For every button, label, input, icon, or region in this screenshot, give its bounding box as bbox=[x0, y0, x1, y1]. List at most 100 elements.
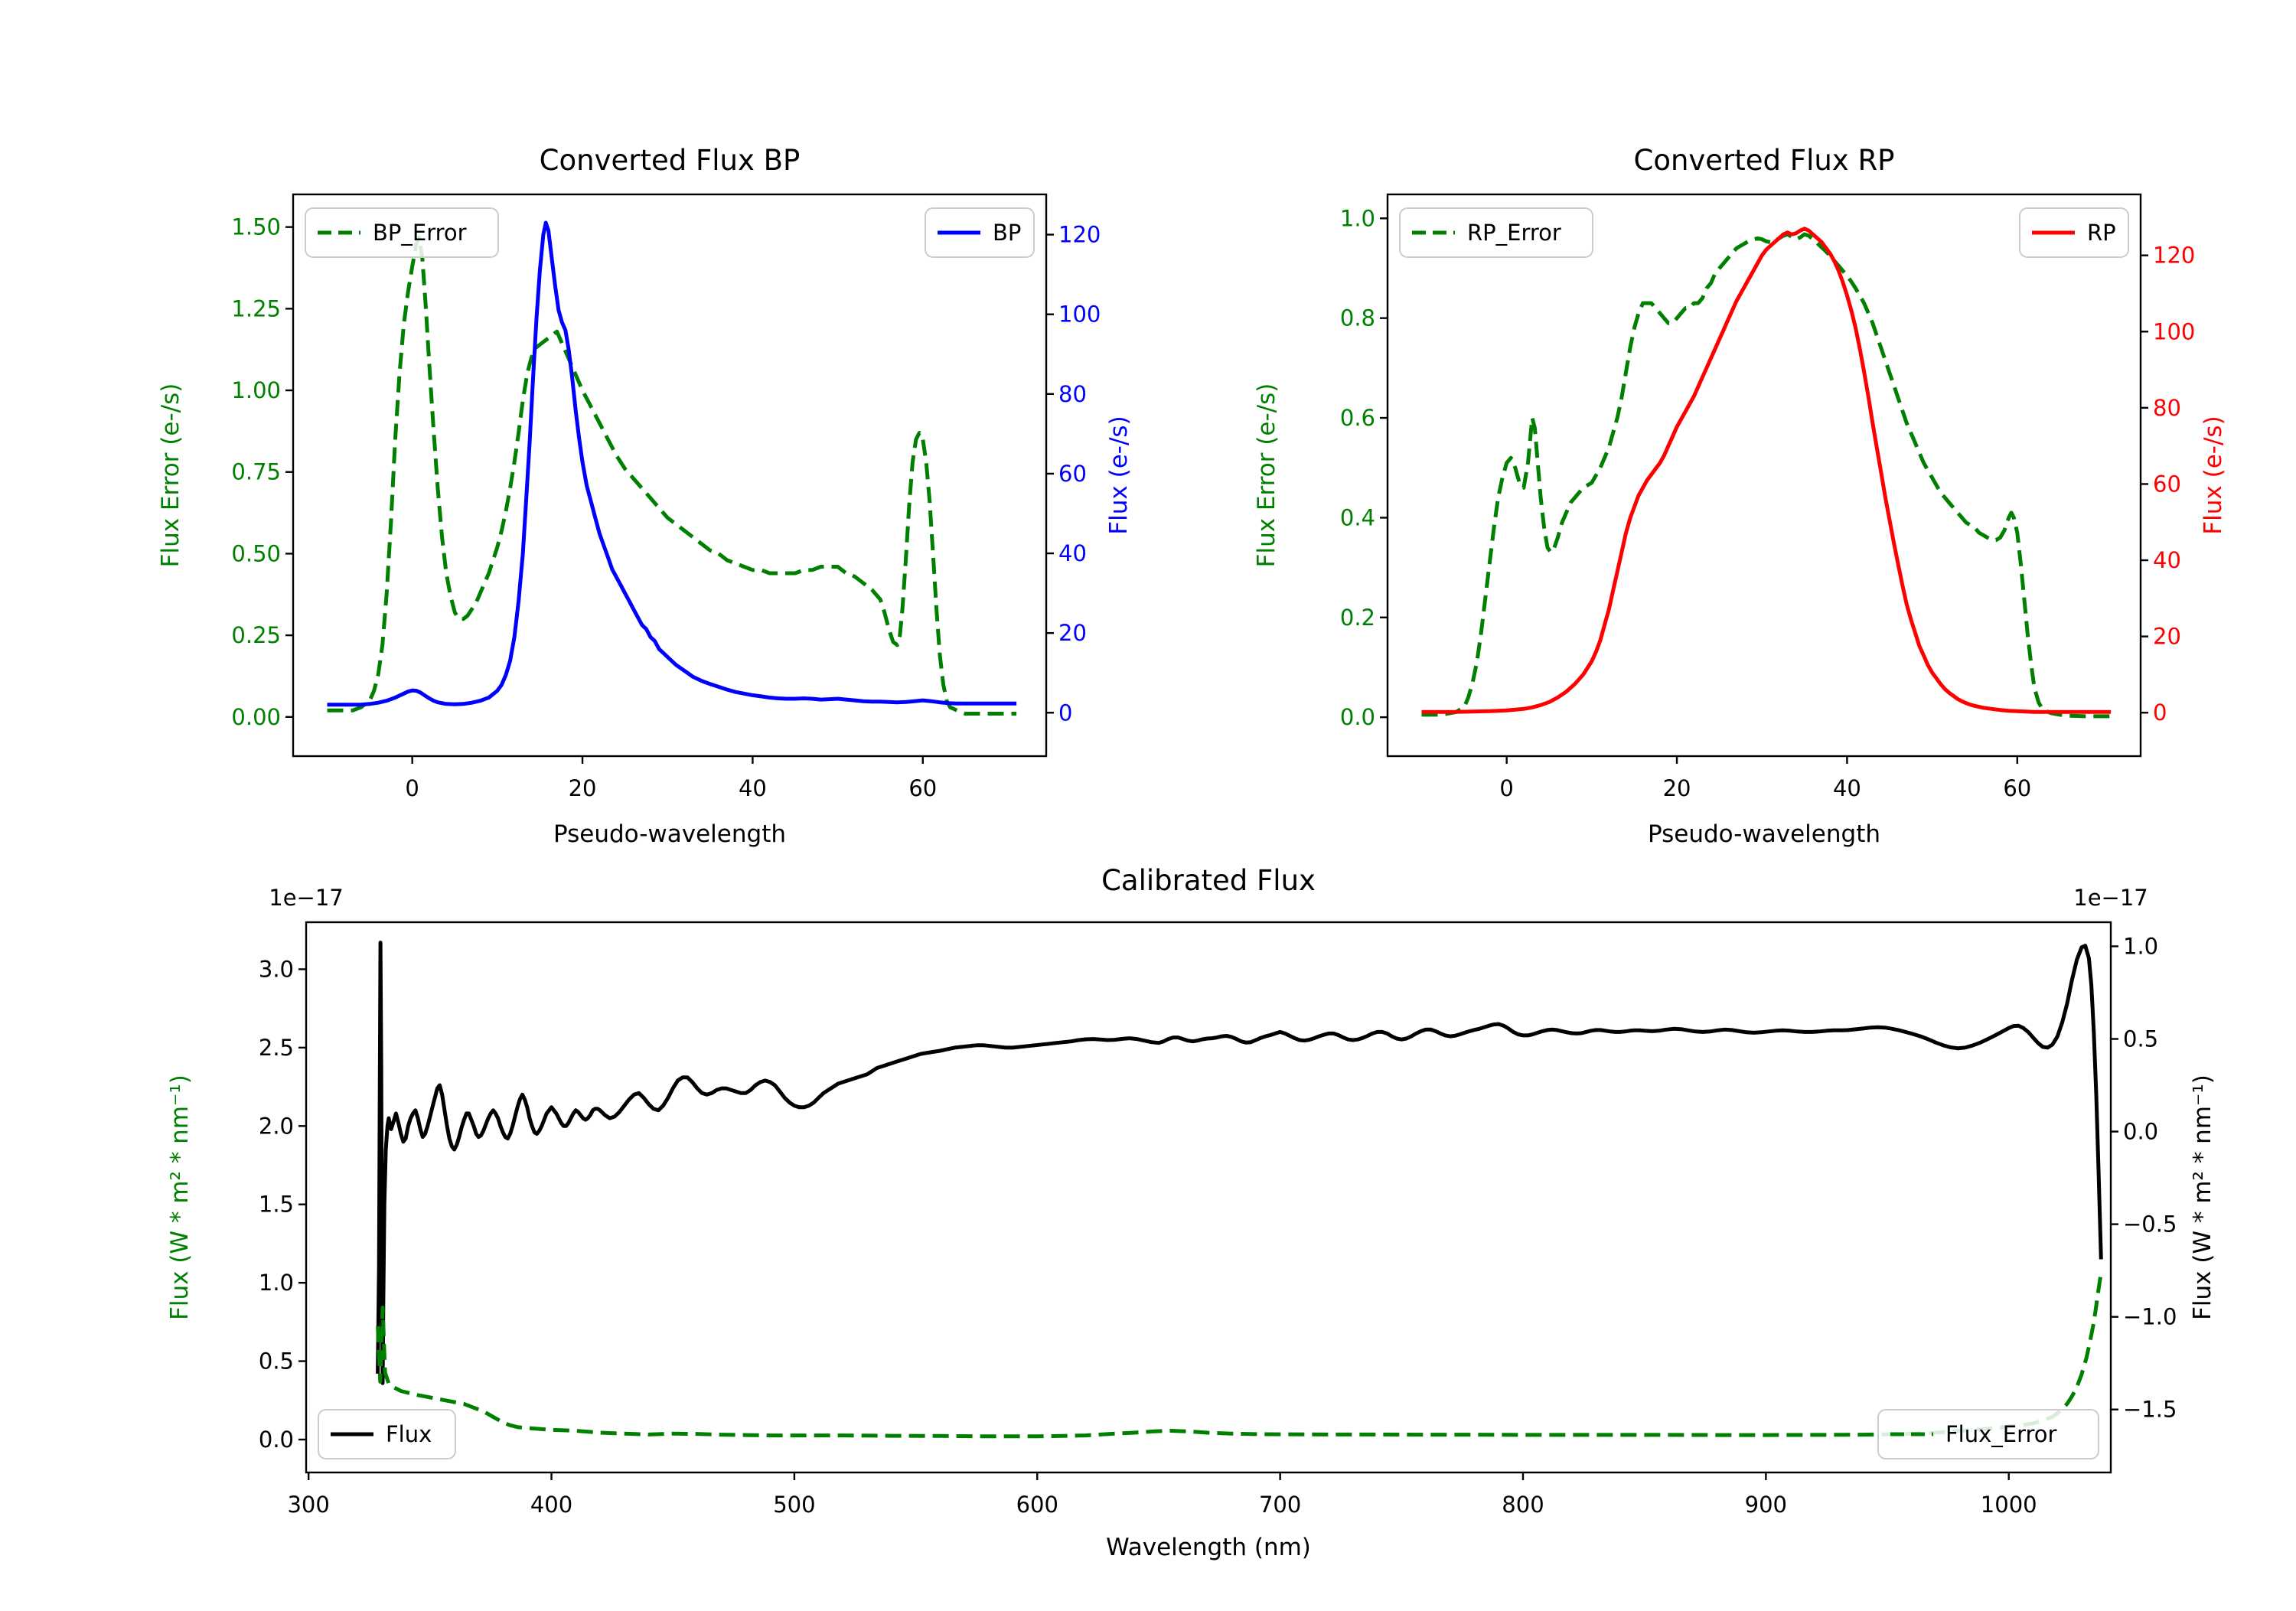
legend-box bbox=[318, 1409, 456, 1459]
y-left-tick-label: 2.5 bbox=[259, 1035, 294, 1061]
x-tick-label: 0 bbox=[1499, 775, 1513, 801]
x-tick-label: 400 bbox=[530, 1492, 572, 1518]
y-right-tick-label: 1.0 bbox=[2123, 933, 2158, 959]
y-left-tick-label: 3.0 bbox=[259, 956, 294, 982]
subplot-cal: 300 400 500 600 700 800 900 1000 0.0 0.5 1.0 1.5 2.0… bbox=[166, 864, 2216, 1561]
x-axis-label: Pseudo-wavelength bbox=[553, 820, 786, 848]
y-right-axis-label: Flux (e-/s) bbox=[2200, 416, 2227, 534]
subplot-title: Converted Flux BP bbox=[540, 144, 801, 177]
flux-error-line bbox=[376, 1272, 2103, 1439]
x-tick-label: 60 bbox=[2003, 775, 2031, 801]
y-right-tick-label: 40 bbox=[1058, 540, 1087, 566]
y-left-tick-label: 0.50 bbox=[231, 540, 281, 566]
axes-frame bbox=[1386, 193, 2142, 758]
y-right-tick-label: 120 bbox=[2153, 243, 2195, 269]
y-right-tick-label: 100 bbox=[1058, 302, 1101, 328]
x-tick-label: 700 bbox=[1259, 1492, 1301, 1518]
y-left-tick-label: 0.00 bbox=[231, 704, 281, 730]
legend-flux-error: Flux_Error bbox=[1877, 1409, 2099, 1459]
y-right-tick-label: −1.5 bbox=[2123, 1397, 2177, 1423]
x-tick-label: 0 bbox=[405, 775, 419, 801]
y-right-axis-label: Flux (W * m² * nm⁻¹) bbox=[2189, 1075, 2216, 1320]
y-right-tick-label: 20 bbox=[1058, 620, 1087, 646]
y-right-tick-label: −1.0 bbox=[2123, 1304, 2177, 1330]
subplot-bp: 0 20 40 60 0.00 0.25 0.50 0.75 1.00 1.25 1.50 0 20 40… bbox=[157, 144, 1133, 848]
axes-frame bbox=[305, 921, 2112, 1474]
y-right-tick-label: 80 bbox=[2153, 395, 2181, 421]
legend-box bbox=[305, 207, 499, 258]
y-right-tick-label: 60 bbox=[1058, 461, 1087, 487]
y-right-tick-label: 0.0 bbox=[2123, 1119, 2158, 1145]
y-left-tick-label: 0.25 bbox=[231, 622, 281, 648]
x-tick-label: 40 bbox=[739, 775, 767, 801]
subplot-title: Calibrated Flux bbox=[1101, 864, 1316, 897]
subplot-title: Converted Flux RP bbox=[1633, 144, 1894, 177]
y-right-offset-text: 1e−17 bbox=[2073, 885, 2148, 911]
subplot-rp: 0 20 40 60 0.0 0.2 0.4 0.6 0.8 1.0 0 20 40 60 80 100 120… bbox=[1253, 144, 2227, 848]
legend-bp: BP bbox=[925, 207, 1035, 258]
x-tick-label: 500 bbox=[773, 1492, 815, 1518]
x-tick-label: 900 bbox=[1745, 1492, 1787, 1518]
y-left-tick-label: 0.4 bbox=[1340, 504, 1375, 530]
y-left-offset-text: 1e−17 bbox=[269, 885, 344, 911]
y-right-tick-label: 60 bbox=[2153, 471, 2181, 497]
y-left-tick-label: 1.0 bbox=[259, 1270, 294, 1296]
y-right-tick-label: −0.5 bbox=[2123, 1212, 2177, 1238]
y-left-tick-label: 0.75 bbox=[231, 459, 281, 485]
y-left-axis-label: Flux (W * m² * nm⁻¹) bbox=[166, 1075, 194, 1320]
y-right-tick-label: 40 bbox=[2153, 547, 2181, 573]
bp-line bbox=[327, 220, 1017, 707]
legend-label: BP bbox=[993, 220, 1021, 246]
y-left-tick-label: 0.6 bbox=[1340, 405, 1375, 431]
y-left-tick-label: 0.0 bbox=[1340, 704, 1375, 730]
y-right-tick-label: 120 bbox=[1058, 222, 1101, 248]
x-tick-label: 40 bbox=[1833, 775, 1861, 801]
y-left-tick-label: 1.0 bbox=[1340, 205, 1375, 231]
y-right-tick-label: 0 bbox=[2153, 700, 2167, 726]
legend-box bbox=[1399, 207, 1593, 258]
x-axis-label: Wavelength (nm) bbox=[1106, 1534, 1311, 1561]
x-tick-label: 1000 bbox=[1981, 1492, 2037, 1518]
rp-error-line bbox=[1421, 232, 2112, 719]
x-tick-label: 800 bbox=[1502, 1492, 1544, 1518]
y-left-tick-label: 0.0 bbox=[259, 1427, 294, 1453]
axes-frame bbox=[292, 193, 1048, 758]
legend-rp-error: RP_Error bbox=[1399, 207, 1593, 258]
legend-box bbox=[1877, 1409, 2099, 1459]
rp-line bbox=[1421, 227, 2112, 714]
legend-label: RP bbox=[2087, 220, 2116, 246]
legend-label: RP_Error bbox=[1467, 220, 1561, 246]
legend-label: BP_Error bbox=[373, 220, 467, 246]
legend-label: Flux bbox=[386, 1421, 432, 1447]
y-left-tick-label: 1.50 bbox=[231, 214, 281, 240]
x-tick-label: 20 bbox=[569, 775, 597, 801]
legend-rp: RP bbox=[2019, 207, 2129, 258]
y-right-tick-label: 0 bbox=[1058, 700, 1072, 726]
x-tick-label: 600 bbox=[1016, 1492, 1058, 1518]
x-tick-label: 60 bbox=[908, 775, 937, 801]
y-left-axis-label: Flux Error (e-/s) bbox=[157, 383, 184, 568]
y-left-tick-label: 0.8 bbox=[1340, 305, 1375, 331]
y-right-tick-label: 100 bbox=[2153, 318, 2195, 344]
y-left-tick-label: 0.2 bbox=[1340, 605, 1375, 631]
y-right-tick-label: 20 bbox=[2153, 624, 2181, 650]
x-axis-label: Pseudo-wavelength bbox=[1648, 820, 1880, 848]
legend-flux: Flux bbox=[318, 1409, 456, 1459]
y-left-tick-label: 2.0 bbox=[259, 1113, 294, 1139]
x-tick-label: 20 bbox=[1663, 775, 1691, 801]
y-left-tick-label: 1.5 bbox=[259, 1192, 294, 1218]
y-right-tick-label: 80 bbox=[1058, 381, 1087, 407]
flux-line bbox=[376, 941, 2103, 1385]
x-tick-label: 300 bbox=[287, 1492, 329, 1518]
legend-label: Flux_Error bbox=[1945, 1421, 2057, 1447]
y-right-tick-label: 0.5 bbox=[2123, 1026, 2158, 1052]
y-right-axis-label: Flux (e-/s) bbox=[1105, 416, 1133, 534]
y-left-axis-label: Flux Error (e-/s) bbox=[1253, 383, 1280, 568]
y-left-tick-label: 1.25 bbox=[231, 295, 281, 321]
bp-error-line bbox=[327, 235, 1017, 716]
y-left-tick-label: 0.5 bbox=[259, 1348, 294, 1375]
legend-bp-error: BP_Error bbox=[305, 207, 499, 258]
y-left-tick-label: 1.00 bbox=[231, 377, 281, 403]
